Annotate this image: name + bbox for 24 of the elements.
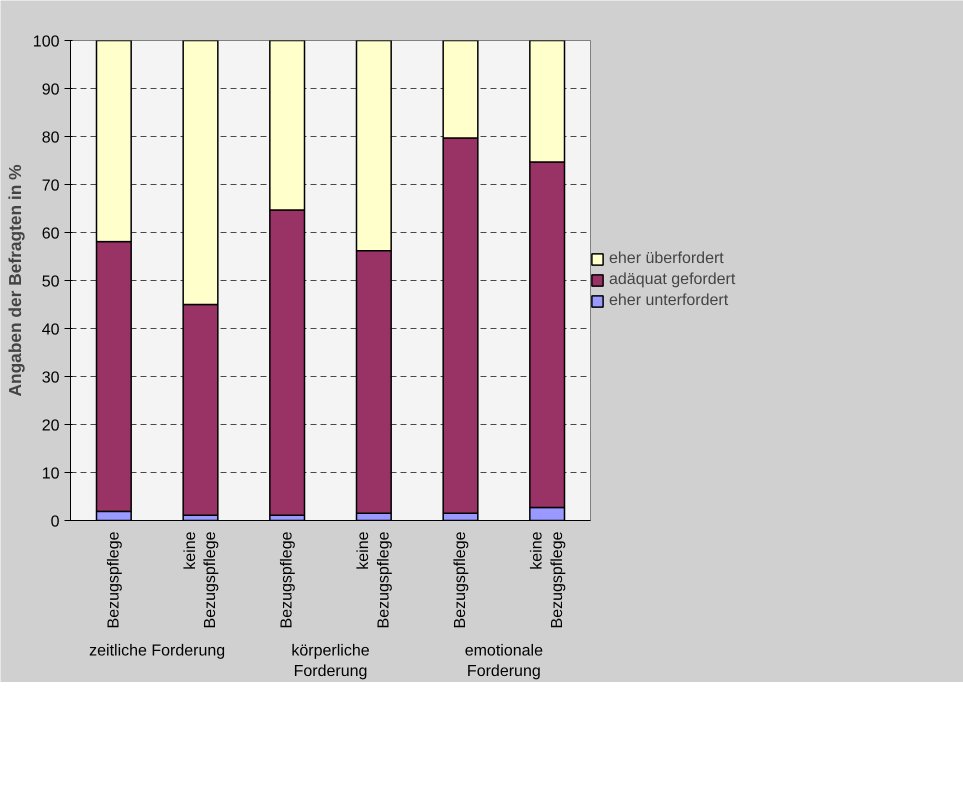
y-tick-label: 100: [32, 34, 60, 50]
text: zeitliche Forderung: [89, 642, 226, 660]
y-tick-label: 80: [42, 130, 60, 146]
x-tick-label: keine Bezugspflege: [355, 531, 393, 628]
x-tick-label: keine Bezugspflege: [528, 531, 566, 628]
y-tick-label: 10: [42, 466, 60, 482]
legend-label: adäquat gefordert: [609, 271, 736, 289]
legend-label: eher unterfordert: [609, 292, 728, 310]
y-tick-label: 90: [42, 82, 60, 98]
y-tick-label: 40: [42, 322, 60, 338]
x-tick-label: Bezugspflege: [278, 531, 296, 628]
y-tick-label: 30: [42, 370, 60, 386]
x-tick-label: keine Bezugspflege: [182, 531, 220, 628]
text: körperliche Forderung: [291, 642, 370, 680]
y-tick-label: 60: [42, 226, 60, 242]
x-tick-label: Bezugspflege: [105, 531, 122, 628]
y-tick-label: 70: [42, 178, 60, 194]
y-tick-label: 50: [42, 274, 60, 290]
y-tick-label: 20: [42, 418, 60, 434]
text: emotionale Forderung: [464, 642, 544, 680]
legend-label: eher überfordert: [609, 250, 724, 268]
y-axis-title: Angaben der Befragten in %: [4, 164, 25, 397]
x-tick-label: Bezugspflege: [452, 531, 469, 628]
y-tick-label: 0: [50, 514, 60, 530]
